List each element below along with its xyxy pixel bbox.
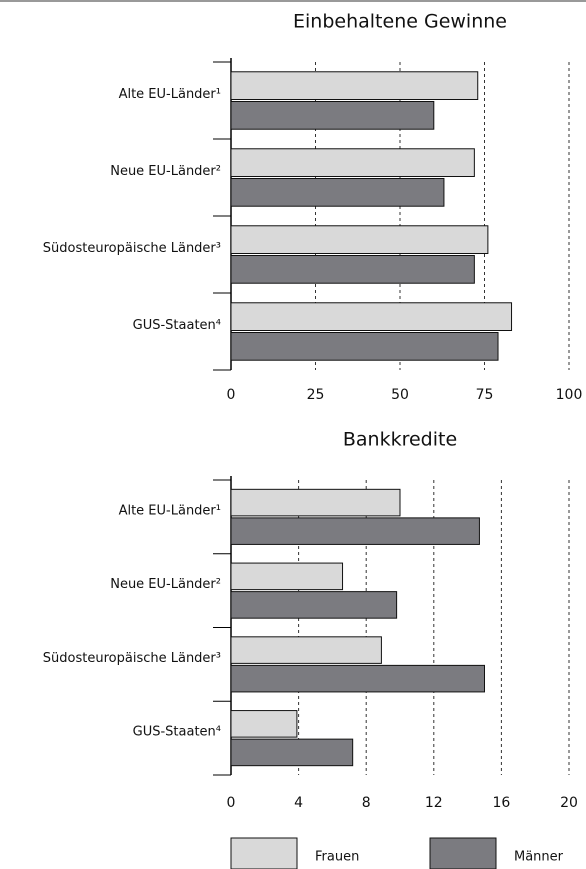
bar (230, 591, 398, 619)
x-tick-label: 16 (492, 795, 510, 811)
bar (230, 664, 485, 693)
x-tick-label: 12 (425, 795, 443, 811)
y-tick-label: Neue EU-Länder² (110, 577, 221, 592)
x-tick-label: 25 (307, 387, 325, 403)
bar (230, 71, 479, 100)
bar (230, 148, 475, 177)
legend-swatch (230, 837, 298, 869)
bar (230, 517, 480, 545)
bar (230, 488, 401, 517)
x-tick-label: 8 (362, 795, 371, 811)
x-tick-label: 0 (227, 795, 236, 811)
x-tick-label: 100 (556, 387, 583, 403)
bar (230, 255, 475, 284)
y-tick-label: GUS-Staaten⁴ (133, 318, 221, 333)
x-tick-label: 4 (294, 795, 303, 811)
legend-label: Frauen (315, 850, 359, 865)
bar (230, 178, 445, 207)
y-tick-label: Alte EU-Länder¹ (119, 87, 221, 102)
x-tick-label: 50 (391, 387, 409, 403)
bar (230, 225, 489, 254)
bar (230, 302, 513, 331)
x-tick-label: 0 (227, 387, 236, 403)
y-tick-label: Südosteuropäische Länder³ (43, 241, 221, 256)
legend-swatch (429, 837, 497, 869)
bar (230, 738, 354, 767)
chart-title: Bankkredite (343, 429, 457, 451)
bar (230, 332, 499, 361)
bar (230, 636, 382, 664)
y-tick-label: Neue EU-Länder² (110, 164, 221, 179)
x-tick-label: 75 (476, 387, 494, 403)
bar (230, 101, 435, 130)
y-tick-label: GUS-Staaten⁴ (133, 725, 221, 740)
bar (230, 562, 344, 591)
y-tick-label: Alte EU-Länder¹ (119, 503, 221, 518)
bar (230, 710, 298, 738)
chart-title: Einbehaltene Gewinne (293, 11, 507, 33)
y-tick-label: Südosteuropäische Länder³ (43, 651, 221, 666)
legend-label: Männer (514, 850, 564, 865)
x-tick-label: 20 (560, 795, 578, 811)
